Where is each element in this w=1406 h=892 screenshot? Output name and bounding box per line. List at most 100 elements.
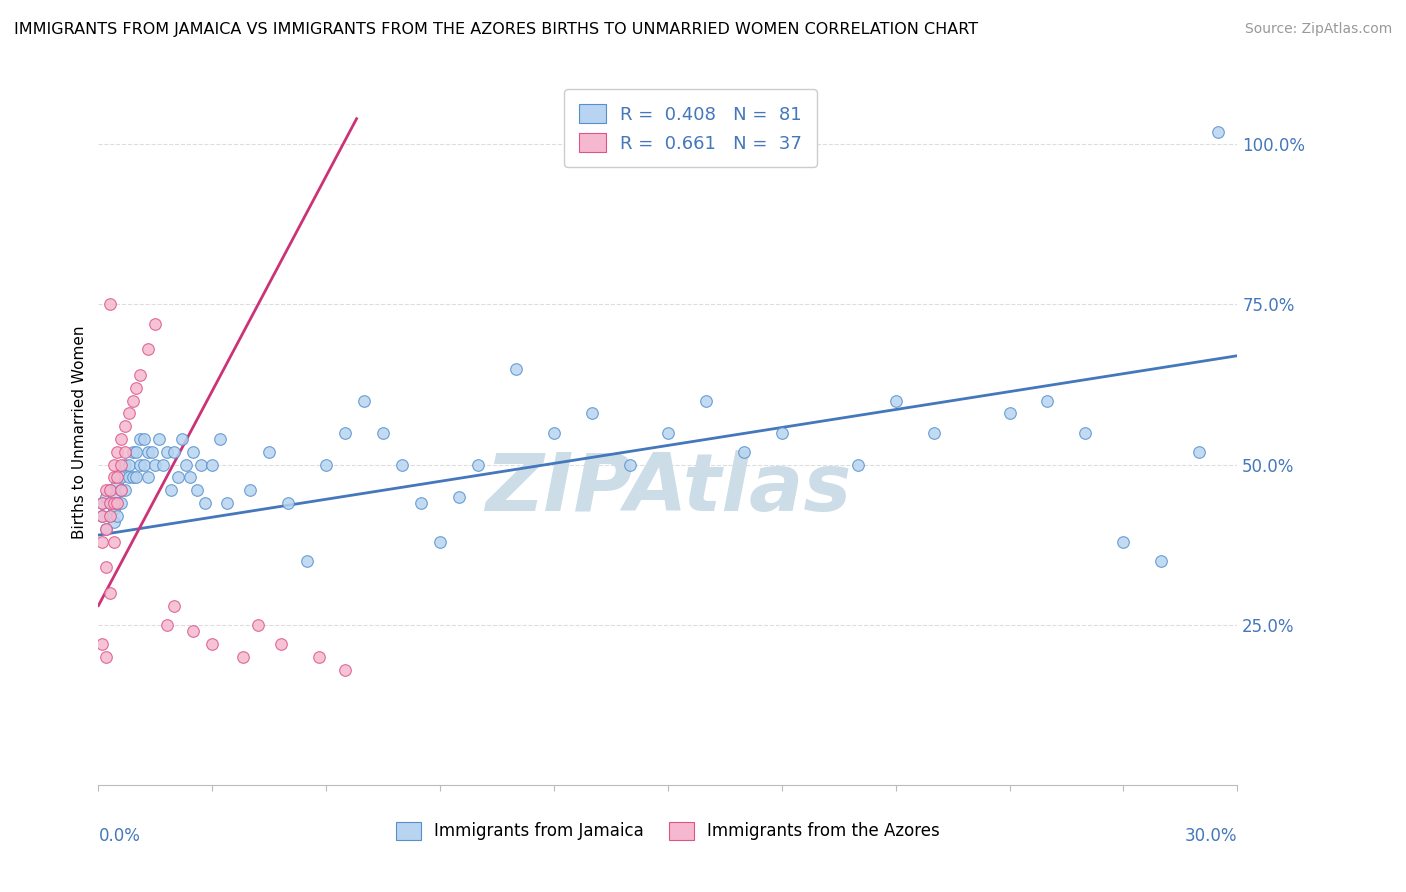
Point bbox=[174, 458, 197, 472]
Point bbox=[107, 508, 129, 523]
Point bbox=[449, 490, 471, 504]
Point bbox=[194, 496, 217, 510]
Point bbox=[884, 393, 907, 408]
Point bbox=[201, 637, 224, 651]
Point bbox=[125, 381, 148, 395]
Point bbox=[107, 496, 129, 510]
Point bbox=[186, 483, 208, 498]
Point bbox=[94, 522, 117, 536]
Point bbox=[152, 458, 174, 472]
Point bbox=[107, 445, 129, 459]
Point bbox=[239, 483, 262, 498]
Point bbox=[114, 483, 136, 498]
Point bbox=[159, 483, 181, 498]
Point bbox=[208, 432, 231, 446]
Point bbox=[190, 458, 212, 472]
Point bbox=[335, 663, 357, 677]
Y-axis label: Births to Unmarried Women: Births to Unmarried Women bbox=[72, 326, 87, 540]
Point bbox=[132, 432, 155, 446]
Point bbox=[103, 516, 125, 530]
Point bbox=[1208, 124, 1230, 138]
Point bbox=[121, 393, 143, 408]
Point bbox=[94, 483, 117, 498]
Point bbox=[167, 470, 190, 484]
Point bbox=[581, 406, 603, 420]
Point bbox=[107, 470, 129, 484]
Point bbox=[129, 458, 152, 472]
Point bbox=[98, 496, 121, 510]
Legend: Immigrants from Jamaica, Immigrants from the Azores: Immigrants from Jamaica, Immigrants from… bbox=[389, 815, 946, 847]
Point bbox=[246, 617, 269, 632]
Point bbox=[411, 496, 433, 510]
Point bbox=[110, 496, 132, 510]
Point bbox=[125, 470, 148, 484]
Point bbox=[136, 343, 159, 357]
Text: ZIPAtlas: ZIPAtlas bbox=[485, 450, 851, 528]
Point bbox=[695, 393, 717, 408]
Point bbox=[98, 508, 121, 523]
Point bbox=[129, 368, 152, 382]
Point bbox=[163, 445, 186, 459]
Text: Source: ZipAtlas.com: Source: ZipAtlas.com bbox=[1244, 22, 1392, 37]
Point bbox=[315, 458, 337, 472]
Point bbox=[371, 425, 394, 440]
Point bbox=[98, 297, 121, 311]
Point bbox=[103, 502, 125, 516]
Point bbox=[170, 432, 193, 446]
Text: IMMIGRANTS FROM JAMAICA VS IMMIGRANTS FROM THE AZORES BIRTHS TO UNMARRIED WOMEN : IMMIGRANTS FROM JAMAICA VS IMMIGRANTS FR… bbox=[14, 22, 979, 37]
Point bbox=[103, 496, 125, 510]
Point bbox=[94, 560, 117, 574]
Point bbox=[543, 425, 565, 440]
Point bbox=[118, 406, 141, 420]
Point bbox=[110, 458, 132, 472]
Point bbox=[467, 458, 489, 472]
Point bbox=[103, 458, 125, 472]
Point bbox=[998, 406, 1021, 420]
Point bbox=[429, 534, 451, 549]
Point bbox=[179, 470, 201, 484]
Point bbox=[121, 445, 143, 459]
Point bbox=[145, 317, 167, 331]
Point bbox=[107, 496, 129, 510]
Point bbox=[922, 425, 945, 440]
Point bbox=[110, 432, 132, 446]
Point bbox=[107, 476, 129, 491]
Point bbox=[163, 599, 186, 613]
Point bbox=[277, 496, 299, 510]
Point bbox=[94, 490, 117, 504]
Text: 30.0%: 30.0% bbox=[1185, 827, 1237, 846]
Point bbox=[136, 445, 159, 459]
Point bbox=[98, 483, 121, 498]
Point bbox=[110, 483, 132, 498]
Point bbox=[145, 458, 167, 472]
Point bbox=[619, 458, 641, 472]
Point bbox=[1112, 534, 1135, 549]
Point bbox=[1036, 393, 1059, 408]
Point bbox=[201, 458, 224, 472]
Point bbox=[1074, 425, 1097, 440]
Point bbox=[156, 445, 179, 459]
Point bbox=[98, 483, 121, 498]
Point bbox=[1188, 445, 1211, 459]
Point bbox=[103, 534, 125, 549]
Point bbox=[846, 458, 869, 472]
Point bbox=[733, 445, 755, 459]
Point bbox=[91, 508, 114, 523]
Point bbox=[91, 496, 114, 510]
Point bbox=[98, 586, 121, 600]
Point bbox=[259, 445, 281, 459]
Point bbox=[125, 445, 148, 459]
Point bbox=[1150, 554, 1173, 568]
Point bbox=[232, 649, 254, 664]
Point bbox=[94, 522, 117, 536]
Point bbox=[118, 470, 141, 484]
Point bbox=[103, 490, 125, 504]
Point bbox=[657, 425, 679, 440]
Point bbox=[91, 534, 114, 549]
Text: 0.0%: 0.0% bbox=[98, 827, 141, 846]
Point bbox=[148, 432, 170, 446]
Point bbox=[114, 458, 136, 472]
Point bbox=[118, 458, 141, 472]
Point bbox=[110, 483, 132, 498]
Point bbox=[121, 470, 143, 484]
